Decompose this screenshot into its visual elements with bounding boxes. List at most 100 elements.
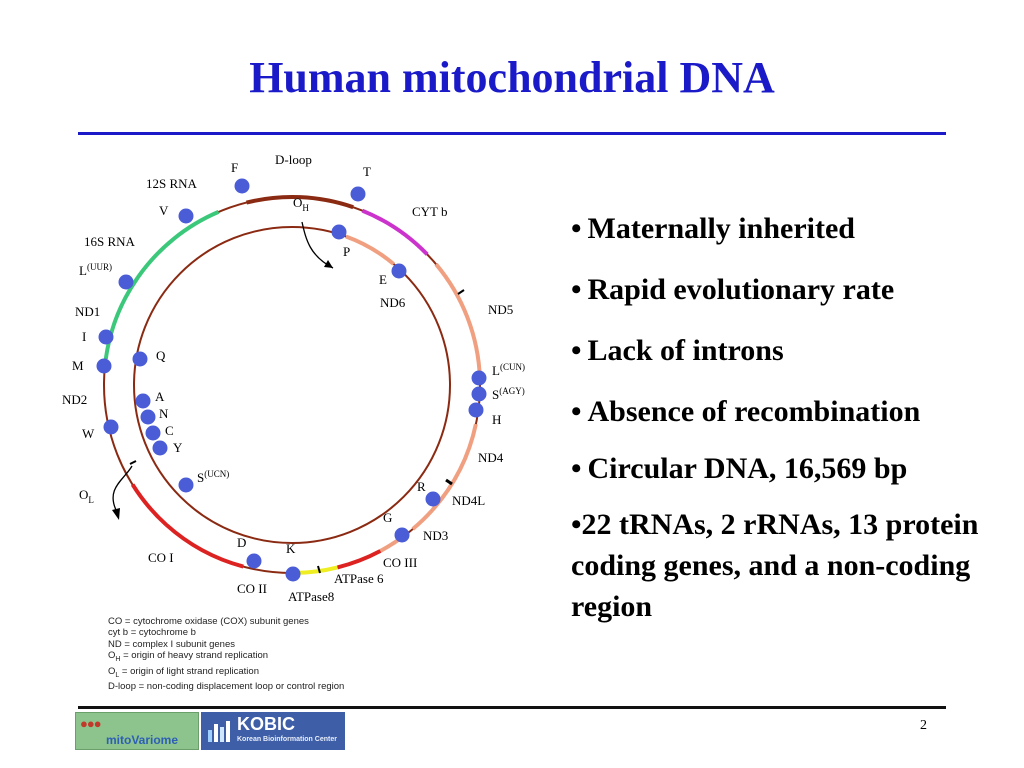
trna-label-e: E <box>379 272 387 287</box>
trna-label-i: I <box>82 329 86 344</box>
legend-line: CO = cytochrome oxidase (COX) subunit ge… <box>108 616 309 627</box>
trna-dot-k <box>285 566 301 582</box>
mitovariome-logo-text: mitoVariome <box>106 733 179 747</box>
bullet-item: • Circular DNA, 16,569 bp <box>571 452 908 485</box>
trna-dot-c <box>145 425 161 441</box>
trna-dot-y <box>152 440 168 456</box>
label-atpase8: ATPase8 <box>288 589 334 604</box>
gene-boundary-tick <box>457 289 465 295</box>
label-nd1: ND1 <box>75 304 100 319</box>
trna-label-r: R <box>417 479 426 494</box>
label-nd3: ND3 <box>423 528 448 543</box>
trna-label-h: H <box>492 412 501 427</box>
kobic-logo: KOBIC Korean Bioinformation Center <box>201 712 345 750</box>
label-oh: OH <box>293 195 309 213</box>
trna-label-f: F <box>231 160 238 175</box>
label-12s-rna: 12S RNA <box>146 176 198 191</box>
d-loop-arc <box>246 195 354 210</box>
bullet-item: • Lack of introns <box>571 334 784 367</box>
label-atpase6: ATPase 6 <box>334 571 384 586</box>
co3-arc <box>337 549 382 570</box>
trna-label-k: K <box>286 541 296 556</box>
trna-dot-s-agy <box>471 386 487 402</box>
trna-label-d: D <box>237 535 246 550</box>
co2-co1-arc <box>164 523 244 569</box>
legend-line: cyt b = cytochrome b <box>108 627 196 639</box>
trna-label-t: T <box>363 164 371 179</box>
rrna-16s-arc <box>103 276 140 360</box>
trna-dot-i <box>98 329 114 345</box>
legend-line: D-loop = non-coding displacement loop or… <box>108 680 345 692</box>
legend-line: OH = origin of heavy strand replication <box>108 650 269 664</box>
trna-dot-p <box>331 224 347 240</box>
inner-strand <box>133 226 451 544</box>
nd4l-arc <box>411 509 434 531</box>
footer-divider <box>78 706 946 709</box>
label-nd5: ND5 <box>488 302 513 317</box>
slide-title: Human mitochondrial DNA <box>249 53 775 102</box>
rrna-12s-arc <box>136 210 220 279</box>
trna-dot-d <box>246 553 262 569</box>
gene-boundary-tick <box>317 565 321 574</box>
page-number: 2 <box>920 718 927 733</box>
trna-dot-m <box>96 358 112 374</box>
cyt-b-arc <box>361 208 429 256</box>
kobic-bars-icon <box>208 721 230 742</box>
label-d-loop: D-loop <box>275 152 312 167</box>
label-nd4: ND4 <box>478 450 504 465</box>
bullet-list: • Maternally inherited • Rapid evolutionar… <box>571 208 991 647</box>
trna-label-g: G <box>383 510 392 525</box>
label-cyt-b: CYT b <box>412 204 448 219</box>
trna-label-a: A <box>155 389 165 404</box>
kobic-logo-text: KOBIC <box>237 714 295 734</box>
mitovariome-logo: ●●● mitoVariome <box>75 712 199 750</box>
label-co-i: CO I <box>148 550 174 565</box>
trna-dot-l-uur <box>118 274 134 290</box>
nd5-arc <box>434 262 482 379</box>
bullet-item: • Rapid evolutionary rate <box>571 273 895 306</box>
trna-dot-f <box>234 178 250 194</box>
diagram-legend: CO = cytochrome oxidase (COX) subunit ge… <box>108 616 344 692</box>
label-ol: OL <box>79 487 94 505</box>
label-nd4l: ND4L <box>452 493 485 508</box>
bullet-item: •22 tRNAs, 2 rRNAs, 13 protein coding ge… <box>571 508 979 623</box>
mitochondria-icon: ●●● <box>80 716 102 731</box>
ol-arrowhead <box>112 508 120 520</box>
gene-boundary-tick <box>445 478 453 486</box>
bullet-item: • Maternally inherited <box>571 212 855 245</box>
trna-dot-v <box>178 208 194 224</box>
trna-dot-q <box>132 351 148 367</box>
trna-dot-r <box>425 491 441 507</box>
trna-label-l-cun: L(CUN) <box>492 362 525 378</box>
trna-label-n: N <box>159 406 169 421</box>
trna-dot-h <box>468 402 484 418</box>
trna-label-s-ucn: S(UCN) <box>197 469 229 485</box>
label-nd6: ND6 <box>380 295 406 310</box>
label-co-iii: CO III <box>383 555 417 570</box>
bullet-item: • Absence of recombination <box>571 395 921 428</box>
mtdna-circular-map: D-loop 12S RNA 16S RNA CYT b ND6 ND5 ND4… <box>62 152 525 604</box>
label-16s-rna: 16S RNA <box>84 234 136 249</box>
trna-dots <box>96 178 487 582</box>
legend-line: OL = origin of light strand replication <box>108 665 259 679</box>
label-co-ii: CO II <box>237 581 267 596</box>
label-nd2: ND2 <box>62 392 87 407</box>
oh-arrowhead <box>324 260 333 268</box>
trna-dot-l-cun <box>471 370 487 386</box>
legend-line: ND = complex I subunit genes <box>108 638 235 650</box>
trna-dot-t <box>350 186 366 202</box>
title-divider <box>78 132 946 135</box>
trna-dot-s-ucn <box>178 477 194 493</box>
trna-label-w: W <box>82 426 95 441</box>
kobic-logo-subtext: Korean Bioinformation Center <box>237 736 337 743</box>
trna-dot-w <box>103 419 119 435</box>
ol-arrow <box>112 465 133 511</box>
trna-label-v: V <box>159 203 169 218</box>
nd6-arc <box>345 234 395 266</box>
trna-label-c: C <box>165 423 174 438</box>
trna-label-y: Y <box>173 440 183 455</box>
trna-label-l-uur: L(UUR) <box>79 262 112 278</box>
co1-arc <box>130 483 168 527</box>
trna-label-m: M <box>72 358 84 373</box>
trna-label-p: P <box>343 244 350 259</box>
